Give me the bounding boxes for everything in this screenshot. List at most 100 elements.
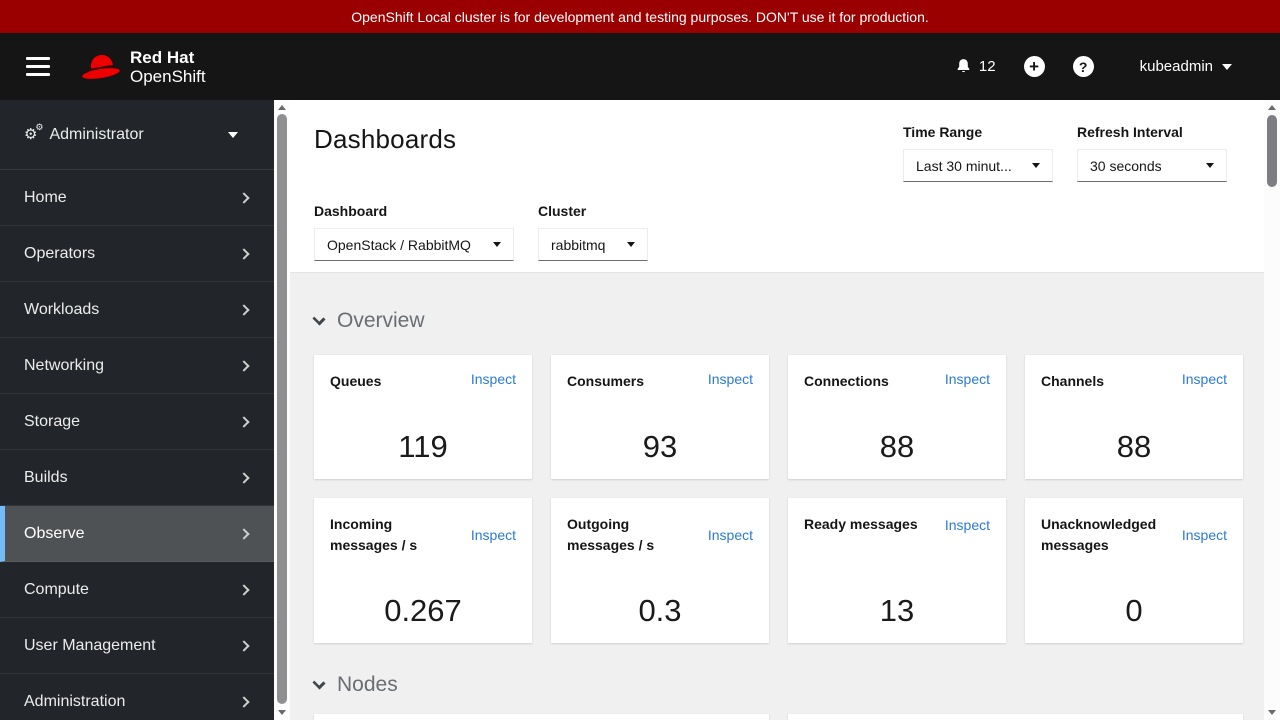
help-button[interactable]: ?: [1072, 56, 1094, 77]
brand-text: Red Hat OpenShift: [130, 48, 206, 86]
main-content: Dashboards Time Range Last 30 minut... R…: [290, 100, 1280, 720]
scroll-down-icon[interactable]: [278, 710, 286, 715]
caret-down-icon: [228, 131, 238, 138]
metric-card-incoming-messages: Incoming messages / s Inspect 0.267: [314, 498, 532, 643]
caret-down-icon: [1032, 163, 1040, 168]
banner-message: OpenShift Local cluster is for developme…: [351, 8, 929, 25]
metric-value: 88: [879, 429, 915, 464]
card-title: Outgoing messages / s: [567, 516, 655, 553]
chevron-right-icon: [238, 471, 250, 484]
card-title: Connections: [804, 373, 889, 389]
metric-value: 0.267: [384, 593, 462, 628]
overview-section-header: Overview: [312, 309, 1243, 333]
masthead: Red Hat OpenShift 12 + ? kubeadmin: [0, 33, 1280, 100]
plus-circle-icon: +: [1029, 56, 1040, 76]
sidebar-nav: ⚙ ⚙ Administrator Home Operators Workloa…: [0, 100, 274, 720]
brand-line1: Red Hat: [130, 47, 195, 67]
metric-card-consumers: Consumers Inspect 93: [551, 355, 769, 479]
scroll-down-icon[interactable]: [1268, 710, 1276, 715]
scroll-up-icon[interactable]: [278, 105, 286, 110]
sidebar-item-networking[interactable]: Networking: [0, 338, 274, 394]
cogs-icon: ⚙ ⚙: [24, 122, 44, 143]
chevron-right-icon: [238, 583, 250, 596]
sidebar-item-user-management[interactable]: User Management: [0, 618, 274, 674]
card-title: Channels: [1041, 373, 1105, 389]
sidebar-item-administration[interactable]: Administration: [0, 674, 274, 720]
metric-card-queues: Queues Inspect 119: [314, 355, 532, 479]
metric-value: 93: [642, 429, 678, 464]
nav-toggle-button[interactable]: [16, 47, 60, 86]
card-title: Consumers: [567, 373, 645, 389]
dashboard-body: Overview Queues Inspect 119 Consumers In…: [290, 309, 1280, 720]
time-range-filter: Time Range Last 30 minut...: [903, 124, 1053, 182]
content-scrollbar-thumb[interactable]: [1267, 115, 1277, 187]
chevron-right-icon: [238, 415, 250, 428]
nav-scrollbar-thumb[interactable]: [277, 114, 287, 704]
refresh-interval-filter: Refresh Interval 30 seconds: [1077, 124, 1227, 182]
dashboard-filter: Dashboard OpenStack / RabbitMQ: [314, 203, 514, 261]
cluster-warning-banner: OpenShift Local cluster is for developme…: [0, 0, 1280, 33]
import-button[interactable]: +: [1023, 56, 1045, 77]
brand-line2: OpenShift: [130, 66, 206, 86]
sidebar-item-compute[interactable]: Compute: [0, 562, 274, 618]
time-range-select[interactable]: Last 30 minut...: [903, 149, 1053, 182]
page-header: Dashboards Time Range Last 30 minut... R…: [290, 100, 1280, 273]
sidebar-item-builds[interactable]: Builds: [0, 450, 274, 506]
scroll-up-icon[interactable]: [1268, 105, 1276, 110]
masthead-toolbar: 12 + ? kubeadmin: [955, 56, 1232, 77]
caret-down-icon: [1222, 63, 1232, 70]
chevron-right-icon: [238, 527, 250, 540]
inspect-link[interactable]: Inspect: [944, 516, 990, 533]
redhat-openshift-logo[interactable]: Red Hat OpenShift: [81, 48, 206, 86]
metric-value: 0.3: [638, 593, 682, 628]
inspect-link[interactable]: Inspect: [1181, 527, 1227, 543]
card-title: Unacknowledged messages: [1041, 516, 1157, 553]
card-title: Queues: [330, 373, 382, 389]
chevron-right-icon: [238, 695, 250, 708]
section-title: Nodes: [337, 673, 398, 696]
cluster-select[interactable]: rabbitmq: [538, 228, 648, 261]
user-menu[interactable]: kubeadmin: [1140, 58, 1232, 75]
question-circle-icon: ?: [1078, 58, 1088, 75]
metric-card-outgoing-messages: Outgoing messages / s Inspect 0.3: [551, 498, 769, 643]
inspect-link[interactable]: Inspect: [470, 371, 516, 387]
inspect-link[interactable]: Inspect: [707, 527, 753, 543]
metric-card-channels: Channels Inspect 88: [1025, 355, 1243, 479]
metric-card-unacknowledged-messages: Unacknowledged messages Inspect 0: [1025, 498, 1243, 643]
nodes-card-left: [314, 714, 769, 720]
nav-scrollbar[interactable]: [274, 100, 290, 720]
redhat-fedora-icon: [81, 52, 121, 81]
cluster-filter: Cluster rabbitmq: [538, 203, 648, 261]
nodes-card-right: [788, 714, 1243, 720]
inspect-link[interactable]: Inspect: [1181, 371, 1227, 387]
chevron-down-icon[interactable]: [312, 675, 326, 690]
perspective-switcher[interactable]: ⚙ ⚙ Administrator: [0, 100, 274, 170]
inspect-link[interactable]: Inspect: [470, 527, 516, 543]
section-title: Overview: [337, 309, 425, 332]
chevron-down-icon[interactable]: [312, 311, 326, 326]
sidebar-item-operators[interactable]: Operators: [0, 226, 274, 282]
caret-down-icon: [627, 242, 635, 247]
notifications-button[interactable]: 12: [955, 58, 996, 75]
inspect-link[interactable]: Inspect: [707, 371, 753, 387]
sidebar-item-home[interactable]: Home: [0, 170, 274, 226]
card-title: Incoming messages / s: [330, 516, 418, 553]
dashboard-select[interactable]: OpenStack / RabbitMQ: [314, 228, 514, 261]
metric-value: 13: [879, 593, 915, 628]
sidebar-item-workloads[interactable]: Workloads: [0, 282, 274, 338]
sidebar-item-storage[interactable]: Storage: [0, 394, 274, 450]
metric-value: 119: [398, 429, 448, 464]
metric-card-connections: Connections Inspect 88: [788, 355, 1006, 479]
inspect-link[interactable]: Inspect: [944, 371, 990, 387]
cluster-label: Cluster: [538, 203, 587, 219]
metric-value: 0: [1125, 593, 1143, 628]
metric-card-ready-messages: Ready messages Inspect 13: [788, 498, 1006, 643]
metric-value: 88: [1116, 429, 1152, 464]
refresh-interval-label: Refresh Interval: [1077, 124, 1183, 140]
username: kubeadmin: [1139, 58, 1213, 75]
hamburger-icon: [26, 57, 50, 60]
content-scrollbar[interactable]: [1264, 100, 1280, 720]
page-title: Dashboards: [314, 124, 457, 154]
refresh-interval-select[interactable]: 30 seconds: [1077, 149, 1227, 182]
sidebar-item-observe[interactable]: Observe: [0, 506, 274, 562]
